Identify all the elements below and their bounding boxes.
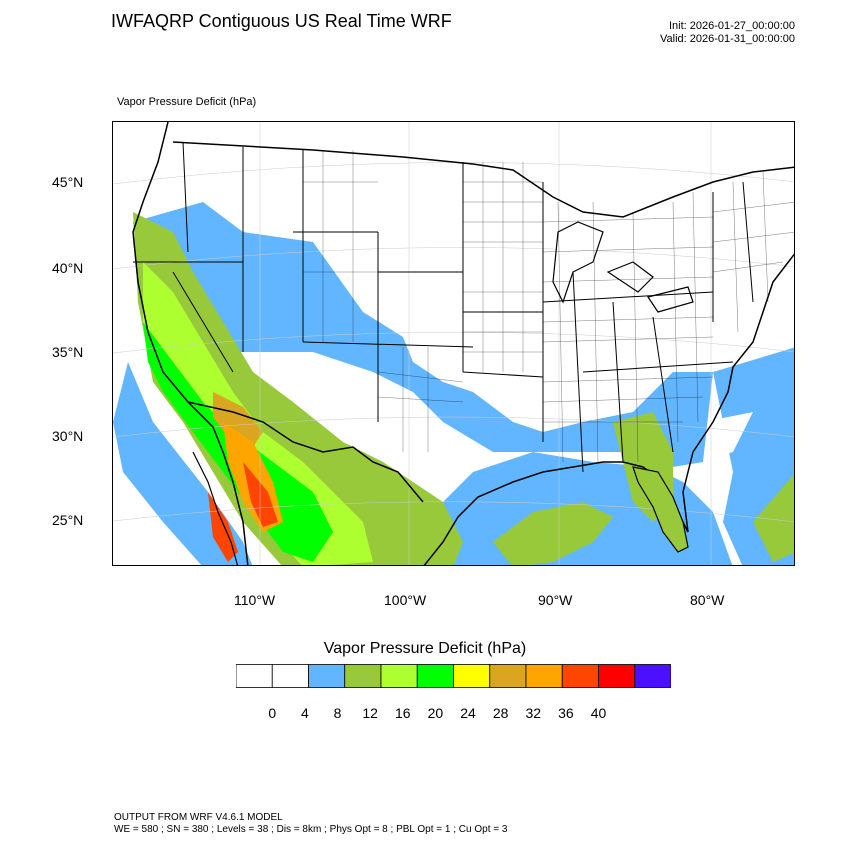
- colorbar-box-8: [525, 664, 563, 688]
- west-blue-field: [133, 202, 713, 467]
- lat-label-30: 30°N: [52, 428, 84, 444]
- lon-label-80: 80°W: [690, 592, 725, 608]
- colorbar-tick-40: 40: [590, 705, 607, 721]
- colorbar-tick-24: 24: [460, 705, 476, 721]
- lon-label-110: 110°W: [234, 592, 276, 608]
- colorbar-tick-4: 4: [300, 705, 309, 721]
- colorbar-tick-32: 32: [525, 705, 542, 721]
- vpd-map: [113, 122, 794, 565]
- map-panel: [112, 121, 795, 566]
- field-label: Vapor Pressure Deficit (hPa): [117, 96, 257, 108]
- gulf-green-patch: [493, 502, 613, 565]
- chart-title: IWFAQRP Contiguous US Real Time WRF: [111, 11, 452, 31]
- colorbar-box-6: [453, 664, 491, 688]
- colorbar-box-1: [271, 664, 309, 688]
- colorbar-box-3: [344, 664, 382, 688]
- county-boundaries: [303, 150, 794, 463]
- mexico-border: [187, 401, 424, 503]
- colorbar-tick-0: 0: [268, 705, 277, 721]
- colorbar-tick-16: 16: [394, 705, 411, 721]
- atlantic-white-patch: [703, 412, 753, 457]
- colorbar-box-2: [308, 664, 346, 688]
- lat-label-40: 40°N: [52, 260, 84, 276]
- baja-coast: [192, 451, 239, 565]
- lat-label-35: 35°N: [52, 344, 84, 360]
- east-coast: [682, 253, 794, 533]
- canada-border: [172, 141, 794, 218]
- lat-label-25: 25°N: [52, 512, 84, 528]
- colorbar-box-4: [380, 664, 418, 688]
- init-time: Init: 2026-01-27_00:00:00: [669, 20, 795, 32]
- baja-red-field: [208, 492, 238, 562]
- time-info: Init: 2026-01-27_00:00:00 Valid: 2026-01…: [660, 20, 795, 46]
- colorbar-box-7: [489, 664, 527, 688]
- lat-label-45: 45°N: [52, 174, 84, 190]
- colorbar: [236, 664, 671, 688]
- colorbar-tick-8: 8: [333, 705, 342, 721]
- lon-label-100: 100°W: [384, 592, 427, 608]
- colorbar-tick-36: 36: [558, 705, 574, 721]
- colorbar-box-5: [416, 664, 454, 688]
- lon-label-90: 90°W: [538, 592, 573, 608]
- colorbar-box-11: [634, 664, 671, 688]
- sw-green-field: [133, 212, 463, 565]
- colorbar-tick-12: 12: [362, 705, 378, 721]
- footer-model-line: OUTPUT FROM WRF V4.6.1 MODEL: [114, 812, 283, 823]
- model-footer: OUTPUT FROM WRF V4.6.1 MODEL WE = 580 ; …: [114, 812, 507, 836]
- colorbar-tick-20: 20: [427, 705, 444, 721]
- colorbar-title: Vapor Pressure Deficit (hPa): [323, 640, 527, 657]
- florida-outline: [632, 466, 689, 553]
- coastline-west: [132, 122, 249, 565]
- state-boundaries: [133, 141, 754, 473]
- colorbar-tick-28: 28: [492, 705, 509, 721]
- sw-red-field: [243, 462, 278, 527]
- valid-time: Valid: 2026-01-31_00:00:00: [660, 33, 795, 45]
- atlantic-green-band: [753, 474, 794, 562]
- colorbar-box-0: [236, 664, 273, 688]
- footer-config-line: WE = 580 ; SN = 380 ; Levels = 38 ; Dis …: [114, 824, 508, 835]
- graticule: [113, 122, 794, 565]
- colorbar-box-10: [598, 664, 636, 688]
- sw-lime-field: [143, 262, 373, 565]
- colorbar-box-9: [561, 664, 599, 688]
